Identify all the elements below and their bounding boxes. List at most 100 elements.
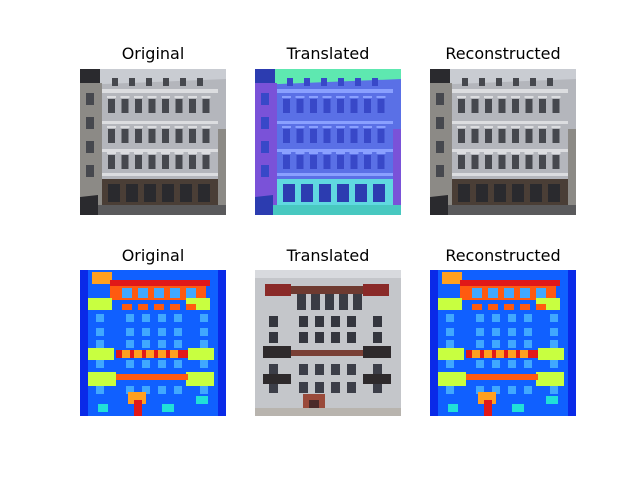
window [471,155,479,169]
window-pediment [538,152,547,154]
window-label [508,314,516,322]
window-label [142,360,150,368]
window-pediment [161,152,170,154]
facade-label-map [80,270,226,416]
balcony [363,374,391,384]
deco-label [196,396,208,404]
window-label [126,360,134,368]
window [283,99,290,113]
shop-window [198,184,210,202]
window-label [96,340,104,348]
window [315,332,324,343]
balcony [265,284,291,296]
window [148,155,156,169]
window-pediment [349,126,359,128]
balcony [363,284,389,296]
window [350,155,358,169]
window [261,141,269,153]
window [261,165,269,177]
window-label [158,340,166,348]
window-pediment [120,96,130,98]
window [311,294,320,310]
window-pediment [524,126,534,128]
window [485,155,492,169]
reconstructed-label-map [430,270,576,416]
cornice-label [110,280,210,286]
deco-label [512,404,524,412]
window-label [158,314,166,322]
window [310,129,317,143]
shop-window [162,184,174,202]
window [458,129,465,143]
window-pediment [497,126,507,128]
window-pediment [309,152,318,154]
window [525,155,533,169]
window-label [508,340,516,348]
cornice [277,149,393,152]
deco-label [448,404,458,412]
window-pediment [363,152,372,154]
window [325,294,334,310]
original-label-map-panel [80,270,226,416]
dormer-window [513,78,519,86]
balcony-label [438,348,464,360]
window [436,93,444,105]
cornice-label [170,350,178,358]
dormer-window [547,78,553,86]
window [121,155,129,169]
window [512,155,519,169]
cornice-label [146,350,154,358]
window-label [492,328,500,336]
window [498,99,506,113]
cornice [102,149,218,152]
window-pediment [147,152,157,154]
panel-title-reconstructed-2: Reconstructed [445,246,561,265]
window [347,382,356,393]
window [436,117,444,129]
cornice [277,121,393,124]
door-label [484,400,492,416]
window [373,364,382,375]
shop-window [355,184,367,202]
window-label [142,314,150,322]
window-label [96,386,104,394]
window-label [200,360,208,368]
cornice-label [520,350,528,358]
window [339,294,348,310]
window [458,99,465,113]
window-label [492,314,500,322]
dormer-window [372,78,378,86]
roof-shadow [255,69,275,83]
window-pediment [551,96,561,98]
window [189,129,196,143]
translated-generated-panel [255,270,401,416]
dormer-window [287,78,293,86]
balcony-label [438,298,462,310]
reconstructed-photo-panel [430,69,576,215]
balcony-label [188,348,214,360]
balcony-label [536,372,564,386]
window-pediment [295,152,305,154]
window-pediment [484,126,493,128]
window-pediment [376,126,386,128]
window-label [524,340,532,348]
window [347,316,356,327]
window [323,99,331,113]
window [373,316,382,327]
sill-label [122,304,132,310]
dormer-window [321,78,327,86]
window-pediment [188,152,197,154]
window-pediment [107,152,116,154]
shop-window [373,184,385,202]
window-label [476,360,484,368]
window [364,155,371,169]
shop-window [180,184,192,202]
window [202,129,210,143]
window [296,99,304,113]
window-label [96,314,104,322]
window-pediment [538,96,547,98]
window-pediment [336,152,345,154]
cornice-label [158,350,166,358]
shop-window [301,184,313,202]
window-label [170,288,180,298]
